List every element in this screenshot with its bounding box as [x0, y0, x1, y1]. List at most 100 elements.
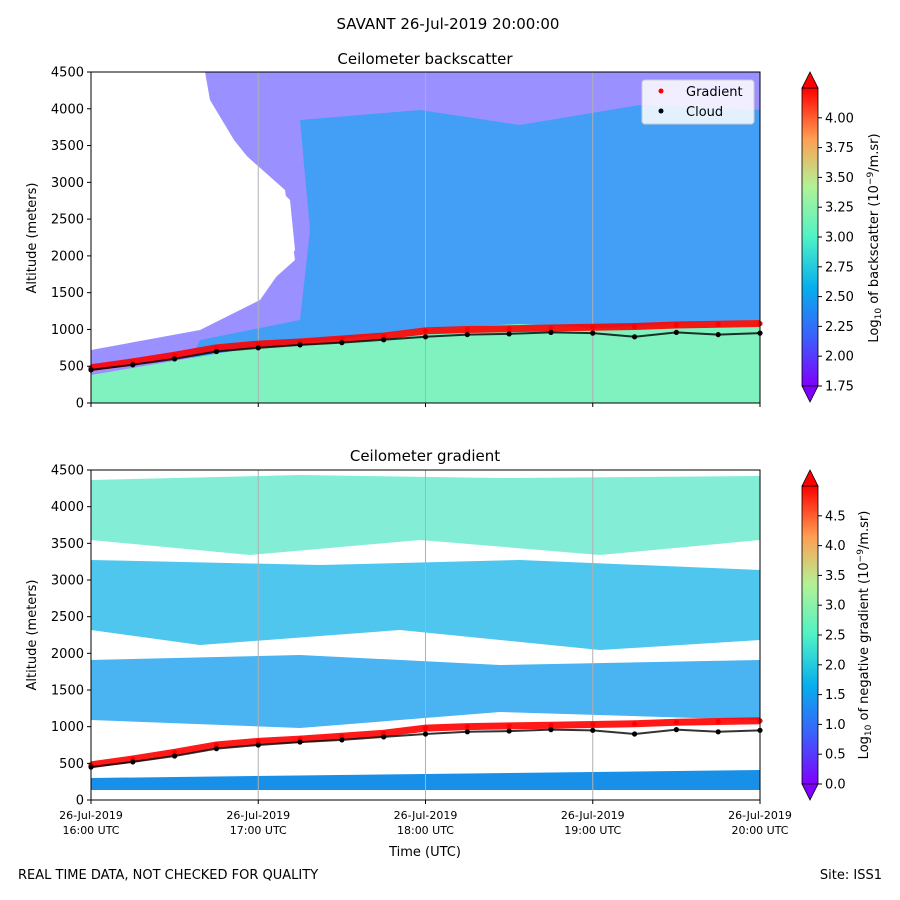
backscatter-gradient-point	[464, 326, 470, 333]
legend-gradient-label: Gradient	[686, 85, 743, 100]
gradient-ytick-label: 0	[76, 794, 84, 809]
gradient-ytick-label: 1500	[51, 684, 84, 699]
backscatter-colorbar-tick-label: 4.00	[825, 111, 854, 126]
backscatter-gradient-point	[213, 345, 220, 351]
gradient-ytick-label: 4500	[51, 464, 84, 479]
backscatter-ytick-label: 4000	[51, 102, 84, 117]
gradient-colorbar-tick-label: 4.5	[825, 509, 846, 524]
backscatter-ytick-label: 3500	[51, 139, 84, 154]
backscatter-ytick-label: 2000	[51, 249, 84, 264]
gradient-xtick-date: 26-Jul-2019	[728, 809, 792, 822]
gradient-cloud-point	[172, 753, 178, 759]
backscatter-series	[88, 320, 763, 373]
gradient-ytick-label: 4000	[51, 500, 84, 515]
gradient-xtick-date: 26-Jul-2019	[226, 809, 290, 822]
gradient-xtick-time: 16:00 UTC	[62, 824, 119, 837]
backscatter-colorbar-tick-label: 3.00	[825, 231, 854, 246]
backscatter-colorbar-tick-label: 3.25	[825, 201, 854, 216]
backscatter-cloud-point	[130, 362, 136, 368]
gradient-cloud-point	[339, 737, 345, 743]
gradient-colorbar-tick-label: 3.0	[825, 599, 846, 614]
gradient-panel: Ceilometer gradient 0 500 1000 1500 2000 2500…	[25, 447, 874, 860]
backscatter-ylabel: Altitude (meters)	[25, 183, 40, 294]
backscatter-ytick-label: 1500	[51, 286, 84, 301]
gradient-cloud-point	[422, 731, 429, 737]
backscatter-colorbar-tick-label: 2.75	[825, 260, 854, 275]
backscatter-gradient-point	[339, 336, 345, 342]
gradient-cloud-point	[673, 727, 679, 733]
gradient-colorbar-min-arrow	[801, 783, 819, 801]
backscatter-ytick-label: 4500	[51, 66, 84, 81]
gradient-gradient-point	[255, 738, 261, 744]
gradient-gradient-point	[339, 733, 345, 739]
backscatter-cloud-point	[381, 337, 387, 343]
gradient-xtick-time: 18:00 UTC	[397, 824, 454, 837]
gradient-xlabel: Time (UTC)	[388, 845, 461, 860]
gradient-gradient-point	[673, 719, 679, 725]
gradient-xtick-time: 19:00 UTC	[564, 824, 621, 837]
backscatter-colorbar: 1.75 2.00 2.25 2.50 2.75 3.00 3.25 3.50 3.75 4.00…	[801, 71, 884, 403]
backscatter-cloud-point	[339, 340, 345, 346]
legend-cloud-marker	[658, 108, 664, 114]
backscatter-colorbar-tick-label: 3.75	[825, 141, 854, 156]
gradient-gradient-point	[422, 725, 429, 731]
backscatter-cloud-point	[673, 329, 679, 335]
gradient-gradient-point	[506, 723, 512, 729]
backscatter-gradient-point	[506, 326, 512, 332]
gradient-ytick-label: 2500	[51, 610, 84, 625]
backscatter-panel: Ceilometer backscatter 0 500 1000 1500 2000 2…	[25, 50, 884, 412]
backscatter-colorbar-ticks: 1.75 2.00 2.25 2.50 2.75 3.00 3.25 3.50 3.75 4.00	[818, 111, 854, 395]
backscatter-colorbar-tick-label: 2.00	[825, 350, 854, 365]
gradient-cloud-point	[297, 739, 303, 745]
gradient-xtick-time: 17:00 UTC	[230, 824, 287, 837]
gradient-gradient-point	[172, 749, 178, 755]
gradient-cloud-point	[590, 727, 596, 733]
backscatter-cloud-point	[297, 342, 303, 348]
backscatter-gradient-point	[381, 333, 387, 339]
backscatter-gradient-point	[673, 322, 679, 328]
gradient-colorbar-tick-label: 0.5	[825, 748, 846, 763]
backscatter-cloud-point	[213, 348, 220, 355]
gradient-cloud-point	[130, 759, 136, 765]
backscatter-colorbar-max-arrow	[801, 71, 819, 89]
gradient-ylabel: Altitude (meters)	[25, 580, 40, 691]
gradient-cloud-point	[255, 742, 261, 748]
site-label: Site: ISS1	[819, 868, 882, 883]
backscatter-colorbar-min-arrow	[801, 385, 819, 403]
backscatter-x-axis	[90, 403, 761, 407]
gradient-gradient-point	[213, 742, 220, 748]
backscatter-colorbar-label: Log10 of backscatter (10−9/m.sr)	[866, 133, 884, 342]
gradient-gradient-point	[548, 722, 554, 728]
gradient-cloud-point	[506, 728, 512, 734]
backscatter-colorbar-tick-label: 1.75	[825, 380, 854, 395]
gradient-ytick-label: 2000	[51, 647, 84, 662]
gradient-series	[88, 717, 763, 770]
gradient-gradient-point	[715, 718, 721, 725]
gradient-xtick-date: 26-Jul-2019	[59, 809, 123, 822]
backscatter-cloud-point	[590, 330, 596, 336]
gradient-cloud-point	[464, 729, 470, 735]
backscatter-y-axis: 0 500 1000 1500 2000 2500 3000 3500 4000 4500	[51, 66, 91, 412]
backscatter-cloud-point	[255, 345, 261, 351]
gradient-colorbar-tick-label: 0.0	[825, 778, 846, 793]
backscatter-gradient-point	[172, 352, 178, 358]
gradient-gradient-point	[464, 724, 470, 730]
gradient-gradient-point	[590, 721, 596, 728]
backscatter-cloud-point	[422, 334, 429, 340]
backscatter-ytick-label: 500	[59, 360, 84, 375]
gradient-ytick-label: 500	[59, 757, 84, 772]
backscatter-ytick-label: 3000	[51, 176, 84, 191]
gradient-ytick-label: 3000	[51, 574, 84, 589]
backscatter-clear-gap	[91, 72, 295, 350]
gradient-colorbar-bar	[801, 485, 819, 785]
backscatter-colorbar-tick-label: 2.25	[825, 320, 854, 335]
gradient-colorbar-tick-label: 1.5	[825, 688, 846, 703]
gradient-colorbar-max-arrow	[801, 469, 819, 487]
backscatter-cloud-point	[506, 331, 512, 337]
backscatter-gradient-point	[548, 325, 554, 331]
legend-box	[641, 79, 755, 125]
backscatter-gradient-point	[422, 328, 429, 334]
gradient-ytick-label: 1000	[51, 720, 84, 735]
backscatter-title: Ceilometer backscatter	[337, 50, 513, 68]
